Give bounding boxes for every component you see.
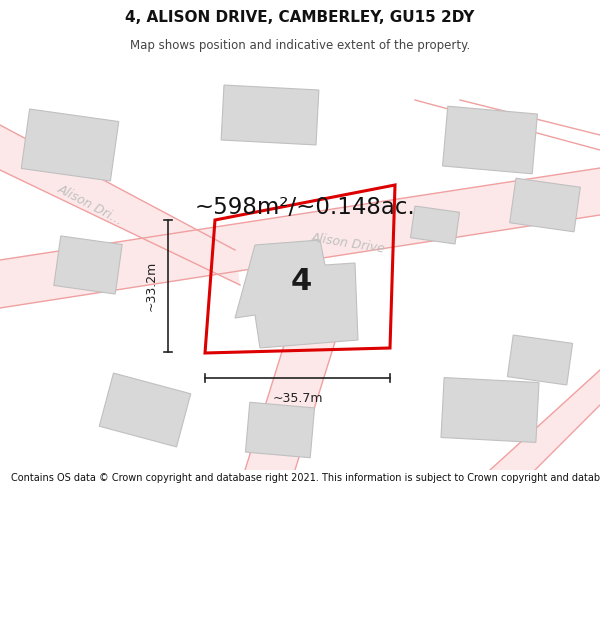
Polygon shape [441,378,539,442]
Text: 4: 4 [290,267,312,296]
Polygon shape [508,335,572,385]
Polygon shape [54,236,122,294]
Text: ~598m²/~0.148ac.: ~598m²/~0.148ac. [195,196,416,219]
Polygon shape [490,370,600,470]
Polygon shape [509,178,580,232]
Text: Alison Dri…: Alison Dri… [55,182,125,228]
Text: Alison Drive: Alison Drive [310,231,386,255]
Polygon shape [443,106,538,174]
Polygon shape [245,402,314,458]
Text: Contains OS data © Crown copyright and database right 2021. This information is : Contains OS data © Crown copyright and d… [11,473,600,483]
Text: 4, ALISON DRIVE, CAMBERLEY, GU15 2DY: 4, ALISON DRIVE, CAMBERLEY, GU15 2DY [125,10,475,25]
Polygon shape [21,109,119,181]
Text: ~35.7m: ~35.7m [272,392,323,405]
Polygon shape [235,240,358,348]
Polygon shape [221,85,319,145]
Polygon shape [0,168,600,308]
Text: ~33.2m: ~33.2m [145,261,158,311]
Polygon shape [0,125,240,285]
Polygon shape [245,310,345,470]
Polygon shape [410,206,460,244]
Text: Map shows position and indicative extent of the property.: Map shows position and indicative extent… [130,39,470,52]
Polygon shape [99,373,191,447]
